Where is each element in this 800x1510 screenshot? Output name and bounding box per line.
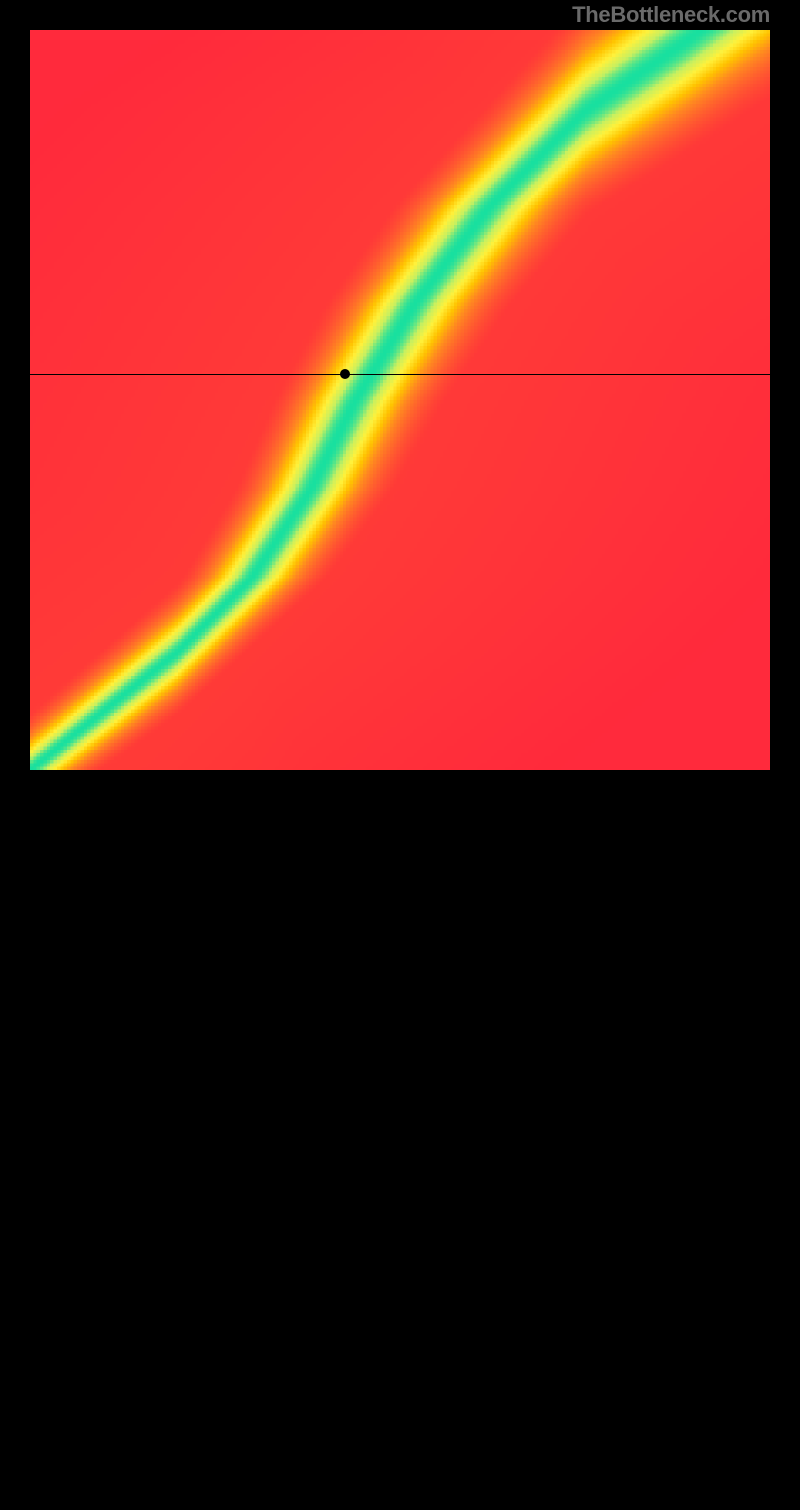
heatmap-canvas (30, 30, 770, 770)
heatmap-container (30, 30, 770, 770)
crosshair-vertical (345, 770, 346, 1510)
data-point-marker (340, 369, 350, 379)
crosshair-horizontal (30, 374, 770, 375)
watermark-label: TheBottleneck.com (572, 2, 770, 28)
